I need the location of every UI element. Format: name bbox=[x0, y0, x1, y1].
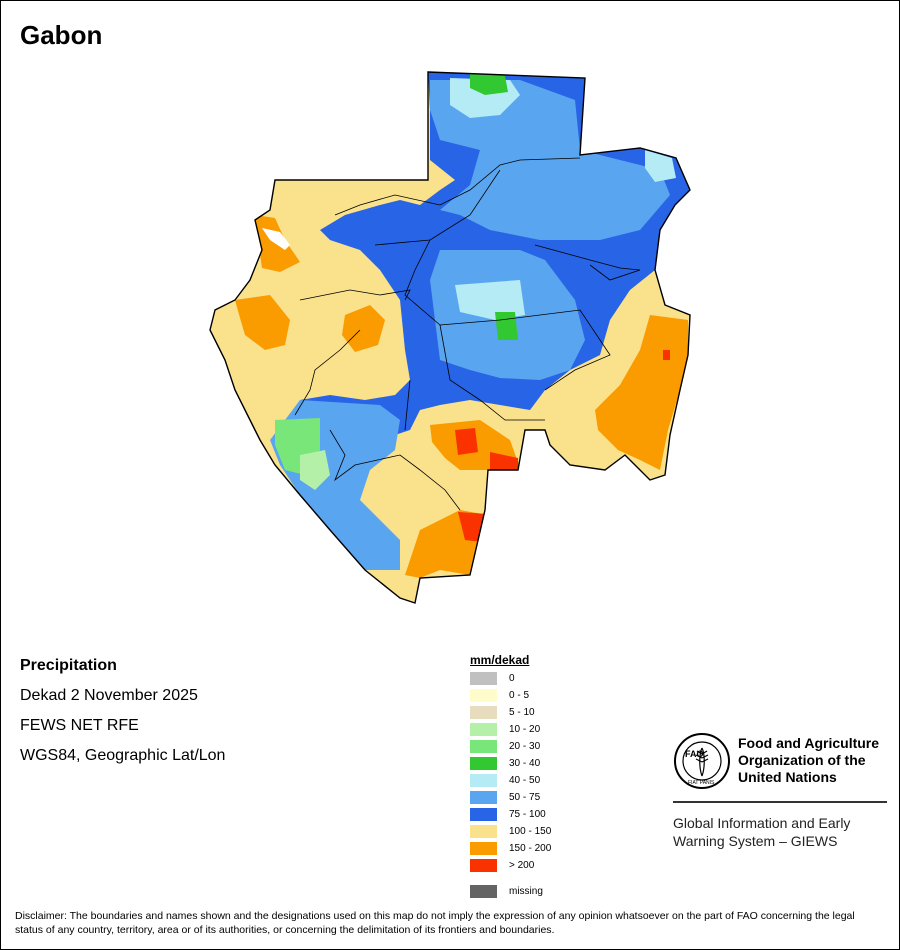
precip-zone-over-200-southcenter bbox=[455, 428, 478, 455]
map-info: Precipitation Dekad 2 November 2025 FEWS… bbox=[20, 656, 225, 776]
organization-name-line1: Food and Agriculture bbox=[738, 735, 880, 751]
info-heading: Precipitation bbox=[20, 657, 117, 674]
legend-swatch bbox=[470, 740, 497, 753]
legend-label: 100 - 150 bbox=[509, 826, 552, 837]
organization-divider bbox=[673, 801, 887, 803]
legend-swatch bbox=[470, 672, 497, 685]
legend-swatch bbox=[470, 791, 497, 804]
organization-name: Food and Agriculture Organization of the… bbox=[738, 735, 879, 786]
fao-logo-text: FAO bbox=[685, 749, 704, 759]
legend-label: 0 - 5 bbox=[509, 690, 530, 701]
legend-label: 20 - 30 bbox=[509, 741, 541, 752]
precip-zone-10-20-southwest bbox=[300, 450, 330, 490]
legend-item: 0 bbox=[470, 670, 551, 687]
legend-label: 5 - 10 bbox=[509, 707, 535, 718]
giews-name: Global Information and Early Warning Sys… bbox=[673, 814, 850, 850]
legend-item: 5 - 10 bbox=[470, 704, 551, 721]
legend-swatch bbox=[470, 825, 497, 838]
precip-zone-over-200-southcenter-2 bbox=[490, 452, 518, 470]
fao-logo-motto: FIAT PANIS bbox=[688, 780, 715, 786]
info-projection: WGS84, Geographic Lat/Lon bbox=[20, 747, 226, 764]
disclaimer: Disclaimer: The boundaries and names sho… bbox=[15, 910, 855, 936]
province-boundaries bbox=[294, 157, 641, 511]
legend-label: 150 - 200 bbox=[509, 843, 552, 854]
organization-name-line3: United Nations bbox=[738, 769, 837, 785]
legend-item: 100 - 150 bbox=[470, 823, 551, 840]
precip-zone-150-200-midwest bbox=[342, 305, 385, 352]
legend-swatch bbox=[470, 706, 497, 719]
precip-zone-30-40-center bbox=[495, 312, 518, 340]
precip-zone-over-200-east bbox=[663, 350, 670, 360]
legend-swatch bbox=[470, 885, 497, 898]
info-source: FEWS NET RFE bbox=[20, 717, 139, 734]
legend-swatch bbox=[470, 774, 497, 787]
precip-zone-40-50-northeast bbox=[645, 150, 676, 182]
legend-label: 50 - 75 bbox=[509, 792, 541, 803]
legend-item: 30 - 40 bbox=[470, 755, 551, 772]
precip-zone-150-200-west bbox=[235, 295, 290, 350]
legend-swatch bbox=[470, 842, 497, 855]
legend-swatch bbox=[470, 757, 497, 770]
precipitation-map bbox=[209, 71, 691, 604]
legend-swatch bbox=[470, 859, 497, 872]
legend-item-missing: missing bbox=[470, 883, 551, 900]
legend-item: 20 - 30 bbox=[470, 738, 551, 755]
legend-swatch bbox=[470, 689, 497, 702]
legend-swatch bbox=[470, 723, 497, 736]
fao-logo: FAO FIAT PANIS bbox=[674, 733, 730, 789]
legend-label: missing bbox=[509, 886, 543, 897]
legend-label: 30 - 40 bbox=[509, 758, 541, 769]
legend-item: 75 - 100 bbox=[470, 806, 551, 823]
legend-swatch bbox=[470, 808, 497, 821]
giews-line1: Global Information and Early bbox=[673, 815, 851, 831]
legend-label: 40 - 50 bbox=[509, 775, 541, 786]
giews-line2: Warning System – GIEWS bbox=[673, 833, 838, 849]
legend-item: 150 - 200 bbox=[470, 840, 551, 857]
legend-item: > 200 bbox=[470, 857, 551, 874]
map-title: Gabon bbox=[20, 20, 103, 50]
precip-zone-40-50-center bbox=[455, 280, 525, 320]
precip-zone-50-75-north bbox=[430, 80, 670, 240]
legend-item: 50 - 75 bbox=[470, 789, 551, 806]
legend-unit: mm/dekad bbox=[470, 653, 530, 667]
organization-name-line2: Organization of the bbox=[738, 752, 866, 768]
legend-label: 75 - 100 bbox=[509, 809, 546, 820]
legend-label: 10 - 20 bbox=[509, 724, 541, 735]
legend-item: 10 - 20 bbox=[470, 721, 551, 738]
legend-item: 0 - 5 bbox=[470, 687, 551, 704]
legend-label: 0 bbox=[509, 673, 515, 684]
estuary-water bbox=[262, 228, 290, 250]
info-period: Dekad 2 November 2025 bbox=[20, 687, 198, 704]
legend: mm/dekad 0 0 - 5 5 - 10 10 - 20 20 - 30 … bbox=[470, 653, 551, 900]
legend-label: > 200 bbox=[509, 860, 535, 871]
legend-item: 40 - 50 bbox=[470, 772, 551, 789]
precip-zone-30-40-north bbox=[470, 74, 508, 95]
